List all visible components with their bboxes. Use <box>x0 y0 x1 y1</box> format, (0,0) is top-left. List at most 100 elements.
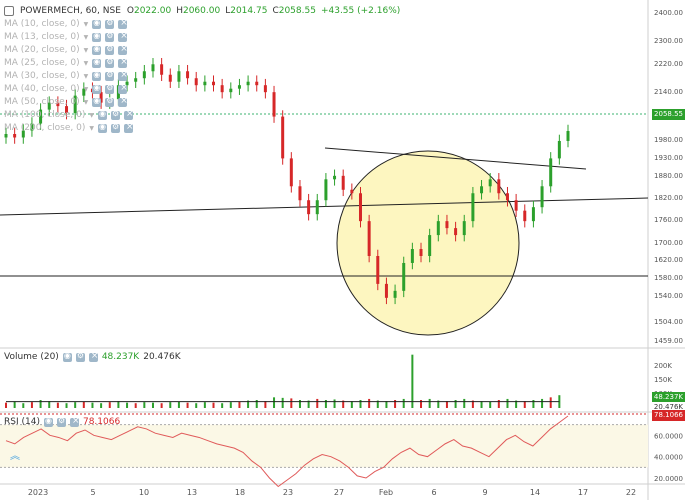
caret-down-icon[interactable]: ▼ <box>83 72 89 80</box>
candle-body <box>194 78 198 86</box>
gear-icon[interactable] <box>75 351 85 362</box>
volume-bar <box>82 401 85 408</box>
rsi-axis-label: 40.0000 <box>654 454 683 462</box>
candle-body <box>229 88 233 93</box>
volume-bar <box>108 402 111 408</box>
caret-down-icon[interactable]: ▼ <box>89 111 94 119</box>
eye-icon[interactable] <box>97 109 107 120</box>
rsi-band <box>0 424 648 468</box>
eye-icon[interactable] <box>92 18 102 29</box>
ma-legend-row[interactable]: MA (40, close, 0) ▼ <box>4 83 128 95</box>
volume-bar <box>65 403 68 408</box>
caret-down-icon[interactable]: ▼ <box>83 98 89 106</box>
ma-legend-row[interactable]: MA (100, close, 0) ▼ <box>4 109 134 121</box>
gear-icon[interactable] <box>105 70 115 81</box>
close-icon[interactable] <box>88 351 98 362</box>
close-value: 2058.55 <box>278 6 316 16</box>
gear-icon[interactable] <box>105 18 115 29</box>
caret-down-icon[interactable]: ▼ <box>83 59 89 67</box>
close-icon[interactable] <box>118 96 128 107</box>
candle-body <box>566 131 570 141</box>
volume-bar <box>489 401 492 408</box>
last-price-tag: 2058.55 <box>652 109 685 120</box>
trendline-upper[interactable] <box>324 147 587 170</box>
price-axis-label: 1540.00 <box>654 292 683 300</box>
candle-body <box>177 71 181 82</box>
gear-icon[interactable] <box>105 44 115 55</box>
eye-icon[interactable] <box>92 70 102 81</box>
volume-value-1: 48.237K <box>101 352 140 362</box>
volume-bar <box>515 400 518 408</box>
ma-legend-row[interactable]: MA (20, close, 0) ▼ <box>4 44 128 56</box>
ma-legend-row[interactable]: MA (30, close, 0) ▼ <box>4 70 128 82</box>
gear-icon[interactable] <box>56 416 66 427</box>
candle-body <box>341 175 345 190</box>
rsi-tag: 78.1066 <box>652 410 685 421</box>
eye-icon[interactable] <box>92 44 102 55</box>
candle-body <box>203 81 207 86</box>
ma-legend-row[interactable]: MA (50, close, 0) ▼ <box>4 96 128 108</box>
close-icon[interactable] <box>118 18 128 29</box>
close-icon[interactable] <box>69 416 80 427</box>
caret-down-icon[interactable]: ▼ <box>83 85 89 93</box>
rsi-axis-label: 60.0000 <box>654 432 683 440</box>
eye-icon[interactable] <box>97 122 107 133</box>
close-icon[interactable] <box>123 109 134 120</box>
price-axis-label: 1504.00 <box>654 318 683 326</box>
candle-body <box>73 95 77 114</box>
caret-down-icon[interactable]: ▼ <box>89 124 94 132</box>
candle-body <box>402 262 406 291</box>
close-icon[interactable] <box>118 70 128 81</box>
candle-body <box>99 92 103 103</box>
change-value: +43.55 (+2.16%) <box>320 6 401 16</box>
eye-icon[interactable] <box>92 31 102 42</box>
caret-down-icon[interactable]: ▼ <box>83 20 89 28</box>
candle-body <box>134 78 138 82</box>
price-axis-label: 1820.00 <box>654 194 683 202</box>
collapse-chevron-icon[interactable]: ︽ <box>10 451 20 462</box>
candle-body <box>237 85 241 89</box>
gear-icon[interactable] <box>105 57 115 68</box>
gear-icon[interactable] <box>105 96 115 107</box>
eye-icon[interactable] <box>92 57 102 68</box>
ma-legend-row[interactable]: MA (10, close, 0) ▼ <box>4 18 128 30</box>
trendline-middle[interactable] <box>0 197 649 216</box>
caret-down-icon[interactable]: ▼ <box>83 33 89 41</box>
volume-bar <box>411 354 414 408</box>
gear-icon[interactable] <box>105 31 115 42</box>
close-icon[interactable] <box>118 31 128 42</box>
ma-legend-row[interactable]: MA (25, close, 0) ▼ <box>4 57 128 69</box>
candle-body <box>65 106 69 114</box>
caret-down-icon[interactable]: ▼ <box>83 46 89 54</box>
ohlc-values: O2022.00 H2060.00 L2014.75 C2058.55 +43.… <box>127 6 400 16</box>
rsi-title: RSI (14) <box>4 417 40 427</box>
close-icon[interactable] <box>118 57 128 68</box>
time-axis-label: 9 <box>482 488 487 497</box>
volume-bar <box>186 402 189 408</box>
gear-icon[interactable] <box>105 83 115 94</box>
close-icon[interactable] <box>123 122 134 133</box>
ma-legend-row[interactable]: MA (200, close, 0) ▼ <box>4 122 134 134</box>
drawn-ellipse[interactable] <box>336 150 520 336</box>
volume-tag-2: 20.476K <box>651 402 685 413</box>
eye-icon[interactable] <box>62 351 72 362</box>
eye-icon[interactable] <box>92 83 102 94</box>
close-icon[interactable] <box>118 44 128 55</box>
volume-bar <box>385 401 388 408</box>
chart-type-icon[interactable] <box>4 6 14 16</box>
candle-body <box>505 193 509 201</box>
time-axis-label: Feb <box>379 488 393 497</box>
gear-icon[interactable] <box>110 109 120 120</box>
gear-icon[interactable] <box>110 122 120 133</box>
eye-icon[interactable] <box>43 416 53 427</box>
ma-legend-row[interactable]: MA (13, close, 0) ▼ <box>4 31 128 43</box>
close-icon[interactable] <box>118 83 128 94</box>
volume-bar <box>247 400 250 408</box>
ma-legend-label: MA (100, close, 0) <box>4 110 86 120</box>
price-axis-label: 1760.00 <box>654 216 683 224</box>
eye-icon[interactable] <box>92 96 102 107</box>
price-axis-label: 1980.00 <box>654 136 683 144</box>
time-axis-label: 6 <box>431 488 436 497</box>
